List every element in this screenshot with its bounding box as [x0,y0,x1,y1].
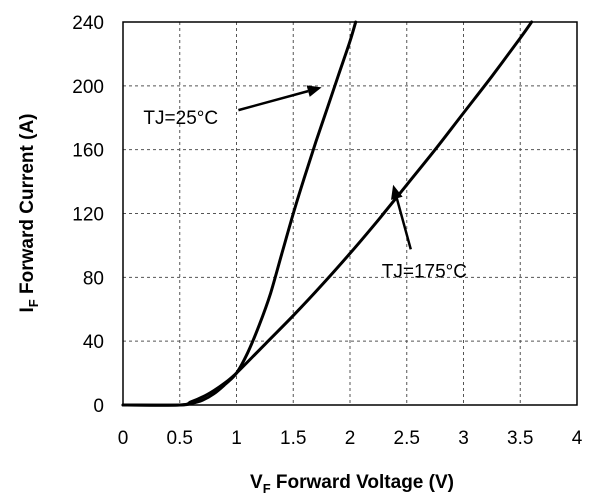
x-tick-label: 0 [118,428,129,449]
plot-frame [122,21,578,406]
y-tick-label: 200 [72,77,104,98]
y-tick-label: 240 [72,13,104,34]
annotations: TJ=25°C TJ=175°C [143,85,467,282]
x-axis-title: VF Forward Voltage (V) [250,472,454,496]
x-tick-label: 3.5 [507,428,533,449]
annotation-arrowhead [391,184,403,200]
grid [123,22,577,405]
x-tick-label: 3 [458,428,469,449]
x-tick-label: 1.5 [280,428,306,449]
x-tick-label: 4 [572,428,583,449]
curves [121,20,534,407]
y-tick-labels: 0 40 80 120 160 200 240 [72,13,104,417]
annotation-arrow [238,89,309,112]
annotation-arrow [395,197,412,250]
y-axis-title: IF Forward Current (A) [17,113,41,312]
x-tick-label: 0.5 [167,428,193,449]
y-tick-label: 40 [83,332,104,353]
annotation-arrowhead [306,85,322,97]
y-tick-label: 120 [72,205,104,226]
y-tick-label: 160 [72,141,104,162]
y-tick-label: 80 [83,268,104,289]
x-tick-labels: 0 0.5 1 1.5 2 2.5 3 3.5 4 [118,428,583,449]
annotation-label: TJ=175°C [382,261,467,282]
series-line-tj-25c [121,20,358,407]
series-line-tj-175c [121,20,534,407]
y-tick-label: 0 [93,396,104,417]
x-tick-label: 1 [231,428,242,449]
x-tick-label: 2.5 [394,428,420,449]
annotation-label: TJ=25°C [143,108,218,129]
x-tick-label: 2 [345,428,356,449]
